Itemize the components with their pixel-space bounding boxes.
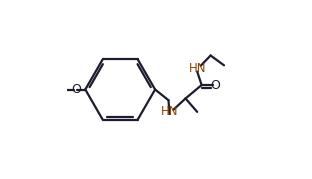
Text: O: O xyxy=(210,79,220,91)
Text: HN: HN xyxy=(188,62,206,75)
Text: HN: HN xyxy=(161,105,178,118)
Text: O: O xyxy=(71,83,81,96)
